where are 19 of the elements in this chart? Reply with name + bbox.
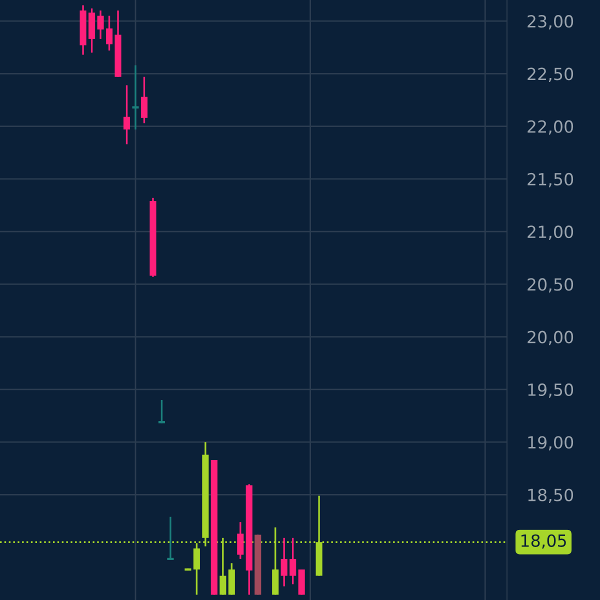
candlestick	[123, 84, 130, 146]
y-tick-label: 20,00	[528, 330, 574, 346]
candlestick	[97, 10, 104, 40]
y-tick-label: 20,50	[528, 278, 574, 292]
y-tick-label: 23,00	[528, 15, 574, 30]
candlestick	[140, 76, 148, 124]
candlestick	[237, 521, 244, 560]
candlestick	[280, 537, 288, 588]
y-tick-label: 21,00	[528, 226, 574, 240]
y-tick-label: 21,50	[528, 172, 574, 188]
y-tick-label: 19,00	[528, 436, 574, 450]
candlestick	[106, 14, 113, 52]
y-tick-label: 19,50	[528, 383, 574, 398]
candlestick	[193, 542, 200, 596]
y-tick-label: 22,50	[528, 68, 574, 82]
candlestick	[290, 537, 296, 586]
ref-line-label: 18,05	[522, 534, 566, 549]
y-tick-label: 18,50	[528, 488, 574, 504]
y-tick-label: 22,00	[528, 120, 574, 135]
